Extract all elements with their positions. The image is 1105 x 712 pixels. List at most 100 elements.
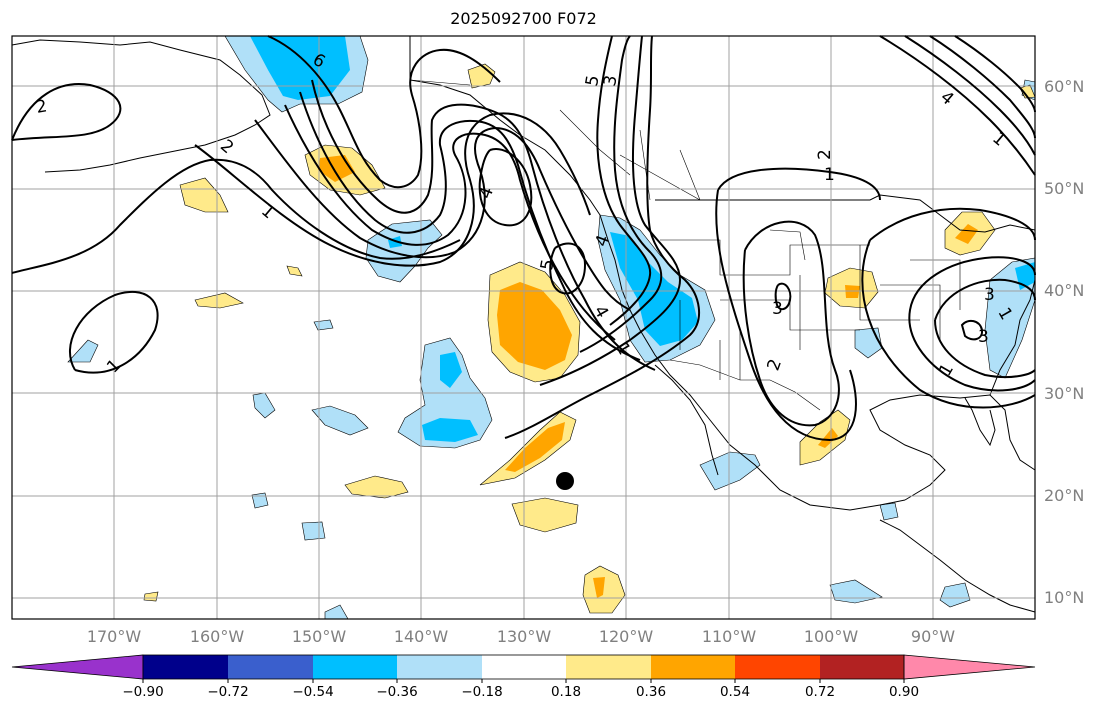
colorbar-segment [735, 655, 820, 679]
contour-east-4 [934, 278, 1036, 379]
canada-boundary [655, 194, 1036, 233]
contour-small-3 [774, 282, 792, 311]
contour-trough-1 [194, 112, 591, 267]
gulf-coast [869, 394, 1036, 501]
contour-east-3 [908, 256, 1036, 392]
cool-anomaly-small-1 [311, 405, 369, 436]
cool-anomaly-small-5 [301, 521, 326, 541]
colorbar-under-arrow [11, 654, 144, 680]
contour-1-central [717, 167, 881, 201]
lon-label-140w: 140°W [393, 627, 449, 646]
warm-anomaly-california-offshore-core [497, 282, 572, 370]
contour-3-plains [742, 220, 840, 427]
colorbar-tick-label: 0.36 [635, 684, 667, 700]
colorbar-tick-label: −0.72 [207, 684, 249, 700]
contour-trough-5 [311, 79, 656, 371]
colorbar-segment [313, 655, 397, 679]
canadian-provinces [559, 109, 701, 201]
lon-label-110w: 110°W [701, 627, 757, 646]
contour-low-5 [549, 242, 587, 295]
florida [964, 397, 996, 447]
colorbar-over-arrow [903, 654, 1036, 680]
warm-anomaly-small-2 [194, 292, 244, 309]
contour-ne-2 [904, 35, 1036, 156]
colorbar-tick-label: 0.18 [550, 684, 582, 700]
contour-east-small [960, 319, 984, 341]
warm-anomaly-small-3 [286, 265, 303, 277]
coastline-layer [11, 36, 1036, 613]
lon-label-160w: 160°W [189, 627, 245, 646]
colorbar-segment [820, 655, 904, 679]
location-marker [556, 472, 574, 490]
cool-anomaly-pacific-northwest-core [610, 232, 698, 346]
warm-anomaly-southeast-pacific-core [593, 577, 605, 598]
lon-label-130w: 130°W [496, 627, 552, 646]
colorbar-tick-label: −0.90 [122, 684, 164, 700]
contour-east-2 [861, 239, 1036, 409]
contour-low-4 [478, 148, 533, 227]
contour-label: 5 [582, 74, 604, 88]
lon-label-150w: 150°W [291, 627, 347, 646]
shaded-anomaly-layer [67, 35, 1036, 620]
contour-label: 3 [978, 327, 989, 347]
warm-anomaly-south [511, 497, 579, 533]
colorbar-segment [143, 655, 228, 679]
lat-label-30n: 30°N [1044, 384, 1085, 403]
contour-ridge-west-2 [539, 35, 682, 386]
west-coast [599, 214, 906, 511]
contour-label: 1 [824, 165, 835, 185]
east-coast [989, 279, 1036, 396]
contour-1-west [69, 290, 159, 374]
lon-label-120w: 120°W [598, 627, 654, 646]
colorbar-tick-label: 0.54 [719, 684, 751, 700]
map-frame [11, 35, 1036, 620]
warm-anomaly-hawaii-east [344, 475, 409, 499]
lat-label-60n: 60°N [1044, 77, 1085, 96]
contour-label: 3 [600, 74, 622, 88]
contour-ne-3 [929, 35, 1036, 139]
contour-label: 5 [537, 258, 559, 272]
lat-label-50n: 50°N [1044, 179, 1085, 198]
graticule [12, 36, 1035, 619]
colorbar-tick-label: −0.18 [461, 684, 503, 700]
us-mexico-border [669, 359, 821, 411]
contour-ridge-west-3 [579, 35, 663, 353]
lon-label-170w: 170°W [86, 627, 142, 646]
colorbar-tick-label: −0.54 [292, 684, 334, 700]
colorbar-tick-label: 0.72 [804, 684, 836, 700]
baja-california [654, 364, 719, 476]
map-title: 2025092700 F072 [450, 9, 597, 28]
contour-2-plains [715, 189, 857, 442]
cool-anomaly-small-4 [67, 339, 99, 363]
contour-ne-1 [879, 35, 1036, 176]
colorbar-frame [142, 654, 905, 680]
colorbar-segment [228, 655, 313, 679]
warm-anomaly-small-1 [179, 177, 229, 213]
contour-2-west [11, 158, 461, 274]
contour-ridge-west [504, 35, 701, 439]
contour-2-alaska [11, 83, 122, 141]
lat-label-10n: 10°N [1044, 588, 1085, 607]
contour-east-1 [869, 207, 1036, 241]
contour-ne-4 [954, 35, 1036, 113]
cool-anomaly-small-6 [879, 502, 899, 521]
cool-anomaly-small-10 [251, 492, 269, 509]
contour-label: 2 [35, 96, 49, 118]
lon-label-100w: 100°W [803, 627, 859, 646]
lat-label-40n: 40°N [1044, 281, 1085, 300]
contour-trough-2 [254, 119, 631, 311]
lat-label-20n: 20°N [1044, 486, 1085, 505]
contour-label: 3 [772, 299, 783, 319]
warm-anomaly-texas-gulf-core [818, 428, 838, 448]
warm-anomaly-subtropical-core [505, 422, 565, 472]
contour-label: 3 [984, 285, 995, 305]
colorbar-tick-label: 0.90 [888, 684, 920, 700]
colorbar-segment [566, 655, 651, 679]
cool-anomaly-subtropical-core [422, 352, 478, 442]
contour-ridge-west-4 [596, 35, 652, 326]
contour-label: 2 [815, 149, 835, 160]
warm-anomaly-great-lakes-core [955, 224, 978, 244]
colorbar [11, 654, 1036, 683]
central-america [879, 519, 1036, 613]
